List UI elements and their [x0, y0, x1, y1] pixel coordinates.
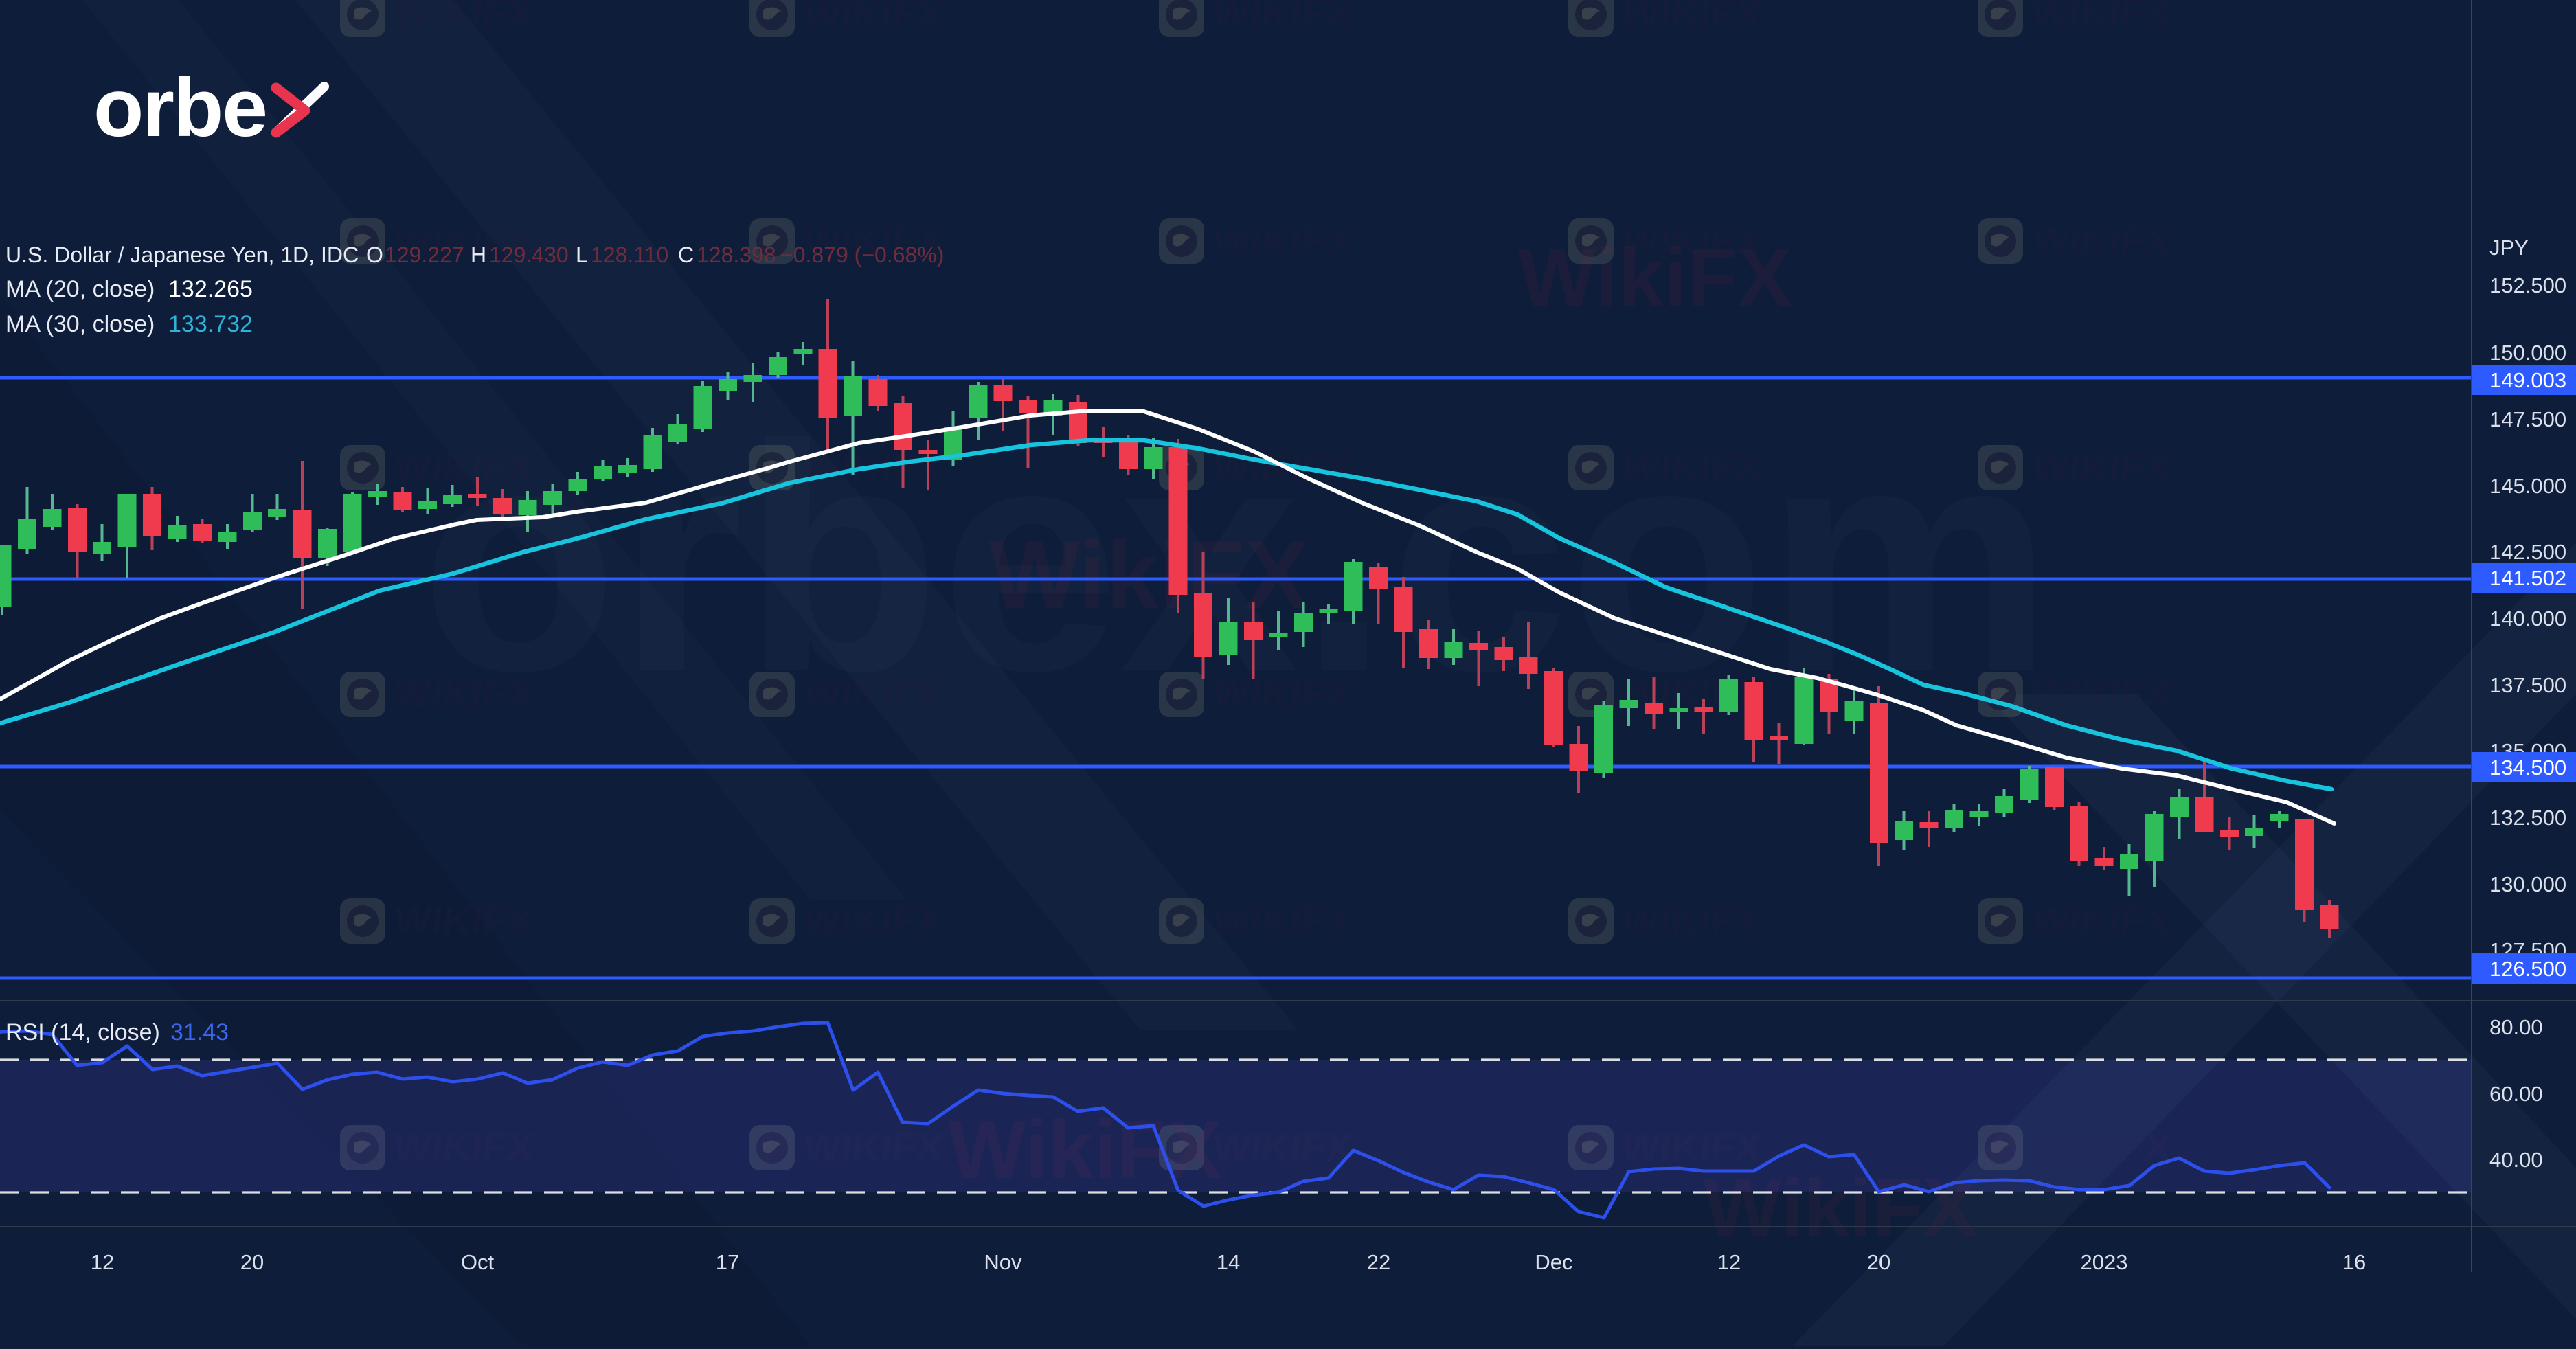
svg-text:152.500: 152.500 — [2489, 273, 2566, 297]
svg-text:U.S. Dollar / Japanese Yen, 1D: U.S. Dollar / Japanese Yen, 1D, IDC O129.… — [5, 242, 944, 267]
svg-text:WIKIFX: WIKIFX — [392, 0, 536, 36]
svg-text:2023: 2023 — [2081, 1250, 2128, 1274]
svg-text:12: 12 — [1717, 1250, 1741, 1274]
svg-text:Oct: Oct — [461, 1250, 495, 1274]
svg-text:Nov: Nov — [984, 1250, 1022, 1274]
svg-text:80.00: 80.00 — [2489, 1015, 2543, 1039]
svg-text:WIKIFX: WIKIFX — [2029, 1125, 2173, 1170]
svg-text:WIKIFX: WIKIFX — [2029, 0, 2173, 36]
svg-text:142.500: 142.500 — [2489, 540, 2566, 564]
svg-text:WIKIFX: WIKIFX — [801, 218, 945, 263]
svg-text:JPY: JPY — [2489, 236, 2529, 260]
svg-text:20: 20 — [240, 1250, 264, 1274]
svg-text:WIKIFX: WIKIFX — [2029, 898, 2173, 943]
svg-text:WIKIFX: WIKIFX — [1620, 898, 1764, 943]
svg-text:WIKIFX: WIKIFX — [801, 1125, 945, 1170]
svg-text:137.500: 137.500 — [2489, 673, 2566, 697]
svg-text:140.000: 140.000 — [2489, 607, 2566, 631]
svg-text:WIKIFX: WIKIFX — [392, 898, 536, 943]
svg-text:147.500: 147.500 — [2489, 407, 2566, 431]
svg-text:141.502: 141.502 — [2489, 566, 2566, 590]
svg-text:WIKIFX: WIKIFX — [1210, 898, 1355, 943]
svg-text:WIKIFX: WIKIFX — [1210, 0, 1355, 36]
svg-text:WIKIFX: WIKIFX — [2029, 672, 2173, 716]
svg-text:150.000: 150.000 — [2489, 341, 2566, 365]
svg-text:WIKIFX: WIKIFX — [1210, 672, 1355, 716]
svg-text:WIKIFX: WIKIFX — [1620, 218, 1764, 263]
svg-text:130.000: 130.000 — [2489, 872, 2566, 896]
svg-text:WIKIFX: WIKIFX — [392, 672, 536, 716]
svg-text:WIKIFX: WIKIFX — [801, 0, 945, 36]
svg-text:60.00: 60.00 — [2489, 1082, 2543, 1106]
svg-text:132.500: 132.500 — [2489, 806, 2566, 830]
svg-text:20: 20 — [1867, 1250, 1890, 1274]
svg-text:WIKIFX: WIKIFX — [2029, 445, 2173, 490]
svg-text:Dec: Dec — [1535, 1250, 1572, 1274]
svg-text:WIKIFX: WIKIFX — [2029, 218, 2173, 263]
svg-text:149.003: 149.003 — [2489, 368, 2566, 392]
svg-text:WikiFX: WikiFX — [1518, 231, 1792, 324]
svg-text:WIKIFX: WIKIFX — [392, 218, 536, 263]
svg-text:orbe: orbe — [93, 62, 267, 154]
svg-text:WIKIFX: WIKIFX — [1620, 0, 1764, 36]
svg-text:MA (30, close)133.732: MA (30, close) 133.732 — [5, 311, 253, 337]
svg-text:WikiFX: WikiFX — [1704, 1162, 1978, 1254]
svg-text:WIKIFX: WIKIFX — [392, 445, 536, 490]
svg-text:126.500: 126.500 — [2489, 957, 2566, 981]
svg-text:WIKIFX: WIKIFX — [1210, 218, 1355, 263]
svg-text:WIKIFX: WIKIFX — [1620, 672, 1764, 716]
svg-text:WIKIFX: WIKIFX — [1210, 1125, 1355, 1170]
svg-text:134.500: 134.500 — [2489, 756, 2566, 780]
svg-text:WikiFX: WikiFX — [989, 521, 1309, 628]
svg-text:WIKIFX: WIKIFX — [392, 1125, 536, 1170]
svg-text:MA (20, close)132.265: MA (20, close) 132.265 — [5, 276, 253, 302]
svg-text:40.00: 40.00 — [2489, 1148, 2543, 1172]
svg-text:14: 14 — [1217, 1250, 1240, 1274]
svg-text:WikiFX: WikiFX — [948, 1104, 1222, 1196]
svg-text:12: 12 — [91, 1250, 114, 1274]
svg-text:RSI (14, close)31.43: RSI (14, close) 31.43 — [5, 1019, 229, 1045]
svg-text:145.000: 145.000 — [2489, 474, 2566, 498]
svg-text:WIKIFX: WIKIFX — [1620, 1125, 1764, 1170]
svg-text:WIKIFX: WIKIFX — [801, 672, 945, 716]
svg-text:22: 22 — [1367, 1250, 1390, 1274]
svg-text:16: 16 — [2342, 1250, 2366, 1274]
svg-text:WIKIFX: WIKIFX — [1620, 445, 1764, 490]
svg-text:WIKIFX: WIKIFX — [801, 898, 945, 943]
svg-text:17: 17 — [716, 1250, 739, 1274]
